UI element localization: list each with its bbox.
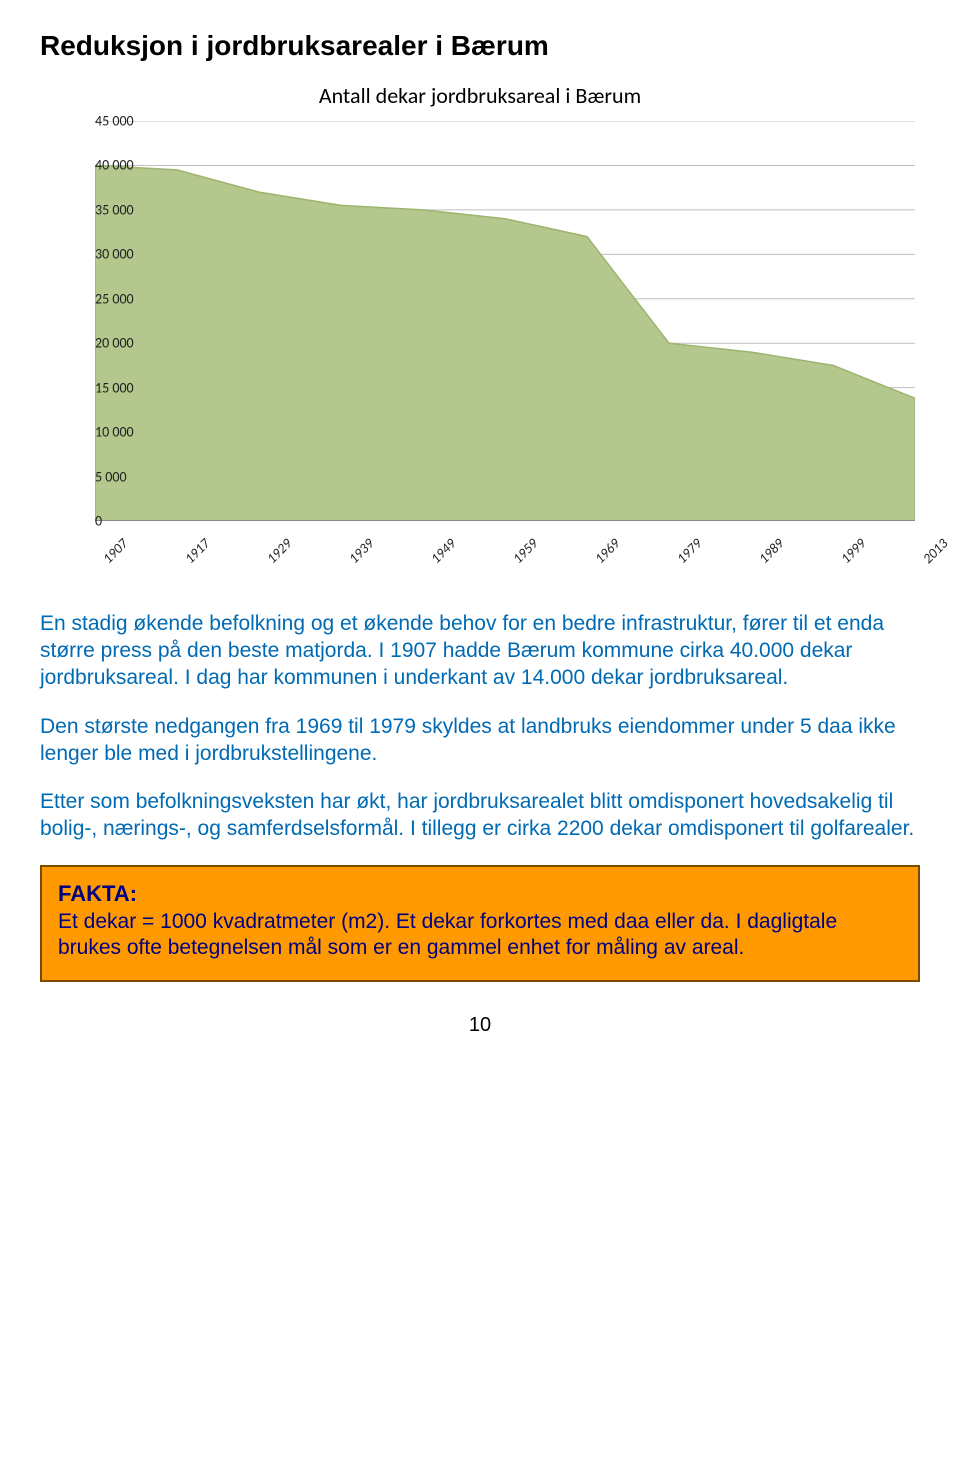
y-axis-label: 0	[95, 513, 101, 530]
y-axis-label: 45 000	[95, 113, 101, 130]
fact-title: FAKTA:	[58, 881, 902, 907]
x-axis-label: 1959	[509, 535, 541, 567]
x-axis-label: 1969	[591, 535, 623, 567]
chart-plot: 0 5 000 10 000 15 000 20 000 25 000 30 000 35 0…	[40, 121, 920, 581]
y-axis-label: 35 000	[95, 201, 101, 218]
page-number: 10	[40, 1014, 920, 1037]
y-axis-label: 40 000	[95, 157, 101, 174]
x-axis-label: 1929	[263, 535, 295, 567]
chart-title: Antall dekar jordbruksareal i Bærum	[40, 82, 920, 109]
x-axis-label: 1979	[673, 535, 705, 567]
y-axis-label: 5 000	[95, 468, 101, 485]
page-title: Reduksjon i jordbruksarealer i Bærum	[40, 30, 920, 62]
paragraph-3: Etter som befolkningsveksten har økt, ha…	[40, 789, 920, 843]
x-axis-label: 1907	[99, 535, 131, 567]
paragraph-2: Den største nedgangen fra 1969 til 1979 …	[40, 714, 920, 768]
y-axis-label: 15 000	[95, 379, 101, 396]
x-axis-label: 1949	[427, 535, 459, 567]
paragraph-1: En stadig økende befolkning og et økende…	[40, 611, 920, 692]
fact-box: FAKTA: Et dekar = 1000 kvadratmeter (m2)…	[40, 865, 920, 982]
x-axis-label: 1917	[181, 535, 213, 567]
y-axis-label: 30 000	[95, 246, 101, 263]
y-axis-label: 25 000	[95, 290, 101, 307]
y-axis-label: 20 000	[95, 335, 101, 352]
area-chart: Antall dekar jordbruksareal i Bærum 0 5 0…	[40, 82, 920, 581]
x-axis-label: 1989	[755, 535, 787, 567]
x-axis-label: 2013	[919, 535, 951, 567]
x-axis-label: 1939	[345, 535, 377, 567]
fact-body: Et dekar = 1000 kvadratmeter (m2). Et de…	[58, 909, 902, 962]
x-axis-label: 1999	[837, 535, 869, 567]
y-axis-label: 10 000	[95, 424, 101, 441]
